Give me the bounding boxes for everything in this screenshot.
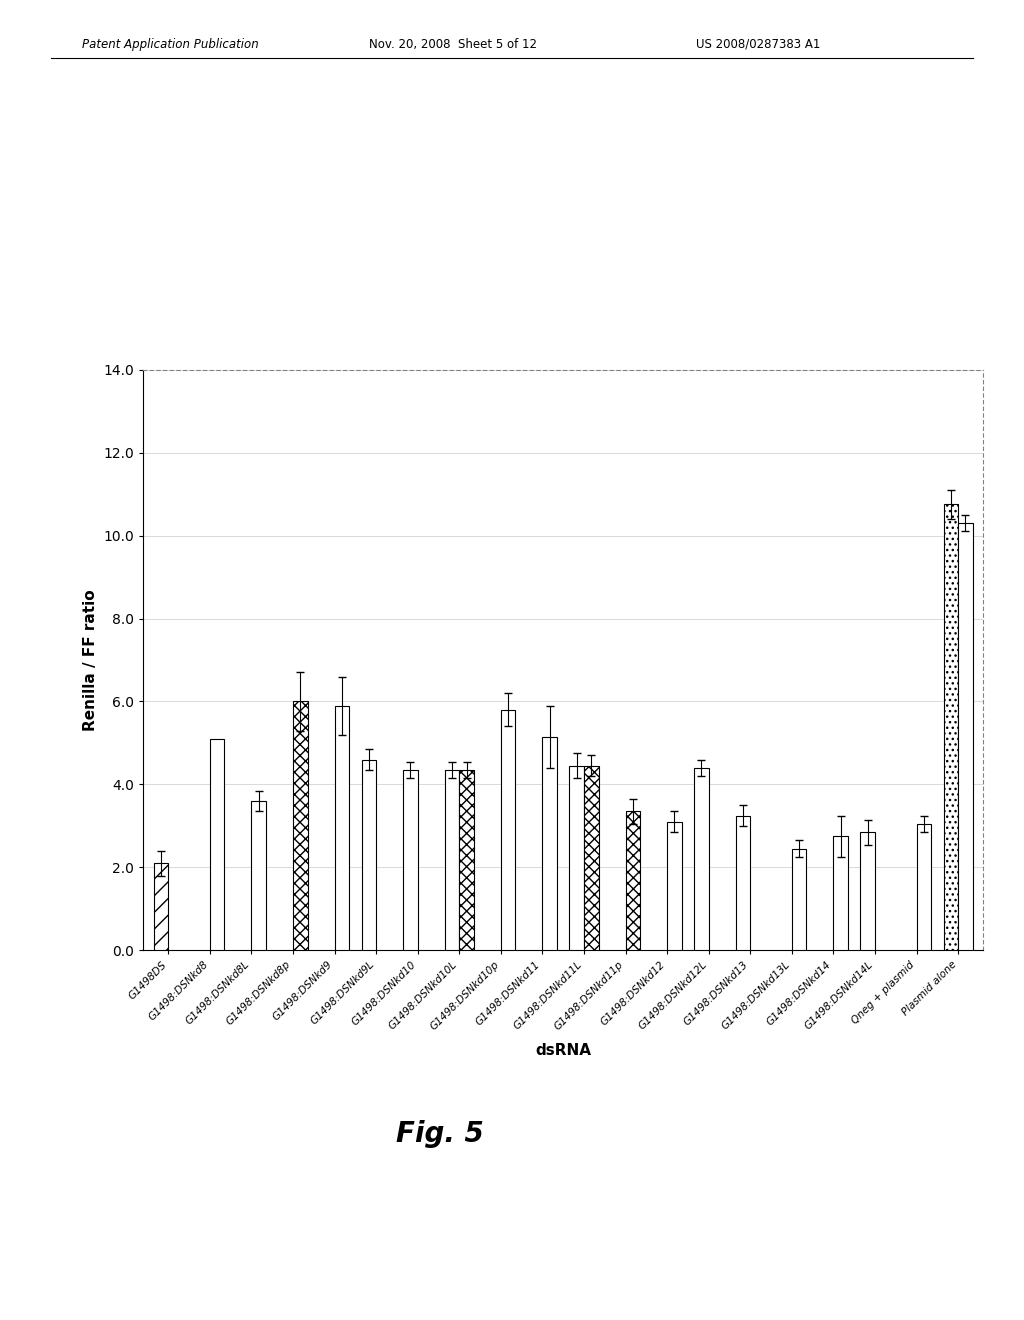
Bar xyxy=(626,812,640,950)
Bar xyxy=(834,837,848,950)
Bar xyxy=(335,706,349,950)
Text: Nov. 20, 2008  Sheet 5 of 12: Nov. 20, 2008 Sheet 5 of 12 xyxy=(369,37,537,50)
Bar xyxy=(584,766,599,950)
Bar xyxy=(860,832,874,950)
Bar xyxy=(735,816,751,950)
Bar xyxy=(569,766,584,950)
Bar xyxy=(210,739,224,950)
Bar xyxy=(252,801,266,950)
Bar xyxy=(154,863,168,950)
Bar xyxy=(543,737,557,950)
X-axis label: dsRNA: dsRNA xyxy=(536,1043,591,1059)
Bar xyxy=(501,710,515,950)
Text: Fig. 5: Fig. 5 xyxy=(396,1119,484,1148)
Bar xyxy=(958,523,973,950)
Bar xyxy=(792,849,806,950)
Bar xyxy=(916,824,931,950)
Bar xyxy=(444,770,460,950)
Bar xyxy=(694,768,709,950)
Bar xyxy=(943,504,958,950)
Bar xyxy=(403,770,418,950)
Bar xyxy=(293,701,307,950)
Bar xyxy=(361,759,376,950)
Bar xyxy=(667,822,682,950)
Y-axis label: Renilla / FF ratio: Renilla / FF ratio xyxy=(83,589,98,731)
Bar xyxy=(460,770,474,950)
Text: US 2008/0287383 A1: US 2008/0287383 A1 xyxy=(696,37,820,50)
Text: Patent Application Publication: Patent Application Publication xyxy=(82,37,259,50)
